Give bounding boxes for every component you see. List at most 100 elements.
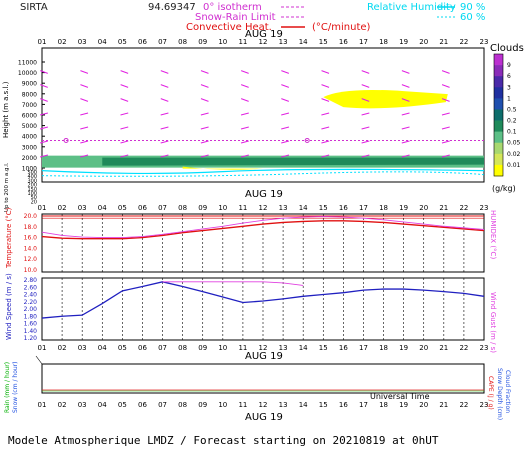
cloud-top-hour-17: 17 <box>359 38 368 46</box>
cloud-top-hour-19: 19 <box>399 38 408 46</box>
wind-barb-15-3 <box>321 112 330 116</box>
colorbar-tick-3: 1 <box>507 95 511 102</box>
wind-barb-3-4 <box>80 126 89 130</box>
colorbar-tick-5: 0.2 <box>507 118 517 125</box>
cloud-ytick-10000: 10000 <box>18 70 37 77</box>
wind-barb-1-0 <box>40 70 48 74</box>
wind-barb-9-5 <box>200 140 209 144</box>
wind-ylabel-right: Wind Gust (m / s) <box>489 292 497 353</box>
rain-bottom-hour-21: 21 <box>439 401 448 409</box>
wind-ylabel-left: Wind Speed (m / s) <box>5 273 13 340</box>
wind-barb-5-0 <box>120 70 129 74</box>
wind-barb-19-6 <box>401 154 410 158</box>
wind-barb-1-5 <box>40 140 48 144</box>
temp-ytick-18.0: 18.0 <box>24 224 38 231</box>
cloud-top-hour-20: 20 <box>419 38 428 46</box>
rain-bottom-hour-01: 01 <box>38 401 47 409</box>
wind-bottom-hour-03: 03 <box>78 344 87 352</box>
wind-bottom-hour-10: 10 <box>218 344 227 352</box>
temp-ytick-20.0: 20.0 <box>24 213 38 220</box>
cloud-ytick-1000: 1000 <box>22 166 37 173</box>
temp-top-hour-21: 21 <box>439 204 448 212</box>
wind-barb-15-1 <box>321 84 330 88</box>
cloud-top-hour-16: 16 <box>339 38 348 46</box>
wind-barb-15-5 <box>321 140 330 144</box>
rain-bottom-hour-15: 15 <box>319 401 328 409</box>
cloud-ytick-9000: 9000 <box>22 81 37 88</box>
wind-bottom-hour-22: 22 <box>459 344 468 352</box>
wind-bottom-hour-13: 13 <box>279 344 288 352</box>
wind-barb-21-2 <box>441 98 450 102</box>
wind-barb-7-1 <box>160 84 169 88</box>
station-label: SIRTA <box>20 2 48 13</box>
legend-rh60: 60 % <box>460 12 485 23</box>
cloud-ytick-20: 20 <box>31 199 37 205</box>
wind-bottom-hour-15: 15 <box>319 344 328 352</box>
temp-top-hour-13: 13 <box>279 204 288 212</box>
low-cloud-band-core <box>102 157 484 166</box>
cloud-ytick-7000: 7000 <box>22 102 37 109</box>
wind-barb-21-1 <box>441 84 450 88</box>
rain-bottom-hour-11: 11 <box>238 401 247 409</box>
wind-barb-7-5 <box>160 140 169 144</box>
wind-bottom-hour-14: 14 <box>299 344 308 352</box>
wind-bottom-hour-20: 20 <box>419 344 428 352</box>
wind-bottom-hour-21: 21 <box>439 344 448 352</box>
colorbar-tick-4: 0.5 <box>507 106 517 113</box>
cloud-ytick-500: 500 <box>27 170 37 176</box>
wind-ytick-1.20: 1.20 <box>24 335 38 342</box>
rain-date-label: AUG 19 <box>245 412 283 423</box>
wind-barb-21-6 <box>441 154 450 158</box>
cloud-ytick-400: 400 <box>27 174 37 180</box>
wind-barb-7-3 <box>160 112 169 116</box>
colorbar-swatch-5 <box>494 109 503 121</box>
temp-top-hour-22: 22 <box>459 204 468 212</box>
cloud-ytick-2000: 2000 <box>22 155 37 162</box>
isotherm-marker-2 <box>63 137 69 143</box>
cloud-top-hour-21: 21 <box>439 38 448 46</box>
colorbar-unit: (g/kg) <box>492 184 516 193</box>
temp-top-hour-12: 12 <box>259 204 268 212</box>
temp-top-hour-23: 23 <box>480 204 489 212</box>
wind-barb-11-2 <box>240 98 249 102</box>
rain-bottom-hour-09: 09 <box>198 401 207 409</box>
temp-series-temperature <box>41 220 485 240</box>
cloud-ytick-5000: 5000 <box>22 123 37 130</box>
rain-ylabel-right3: Cloud Fraction <box>504 370 511 413</box>
wind-barb-13-0 <box>281 70 290 74</box>
wind-barb-11-3 <box>240 112 249 116</box>
wind-barb-21-3 <box>441 112 450 116</box>
cloud-ytick-4000: 4000 <box>22 134 37 141</box>
rain-ylabel-right2: Snow Depth (cm) <box>496 368 503 420</box>
wind-panel-frame <box>41 277 485 341</box>
wind-barb-19-0 <box>401 70 410 74</box>
wind-barb-17-3 <box>361 112 370 116</box>
wind-ytick-1.40: 1.40 <box>24 328 38 335</box>
wind-barb-15-0 <box>321 70 330 74</box>
colorbar-tick-1: 6 <box>507 73 511 80</box>
wind-barb-13-6 <box>281 154 290 158</box>
temp-top-hour-15: 15 <box>319 204 328 212</box>
colorbar-swatch-0 <box>494 54 503 66</box>
wind-barb-1-3 <box>40 112 48 116</box>
rain-bottom-hour-18: 18 <box>379 401 388 409</box>
temp-top-hour-18: 18 <box>379 204 388 212</box>
cloud-ytick-50: 50 <box>31 195 37 201</box>
wind-barb-17-4 <box>361 126 370 130</box>
wind-barb-11-0 <box>240 70 249 74</box>
rain-bottom-hour-05: 05 <box>118 401 127 409</box>
rh-contour-60 <box>41 171 485 177</box>
wind-barb-5-4 <box>120 126 129 130</box>
temp-top-hour-16: 16 <box>339 204 348 212</box>
temp-top-hour-02: 02 <box>58 204 67 212</box>
temp-top-hour-07: 07 <box>158 204 167 212</box>
wind-bottom-hour-17: 17 <box>359 344 368 352</box>
temp-ylabel-right: HUMIDEX (°C) <box>489 210 497 259</box>
wind-barb-15-6 <box>321 154 330 158</box>
wind-barb-3-3 <box>80 112 89 116</box>
temp-ytick-12.0: 12.0 <box>24 256 38 263</box>
cloud-top-hour-06: 06 <box>138 38 147 46</box>
colorbar: 9 6 3 1 0.5 0.2 0.1 0.05 0.02 0.01 <box>493 53 521 177</box>
colorbar-swatch-2 <box>494 76 503 88</box>
